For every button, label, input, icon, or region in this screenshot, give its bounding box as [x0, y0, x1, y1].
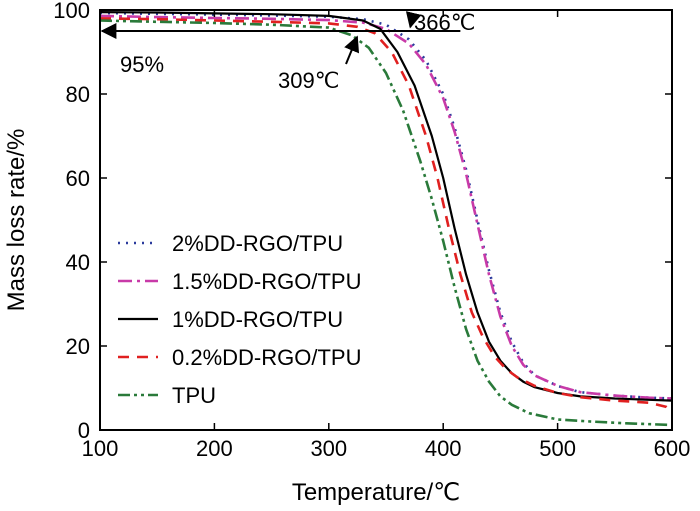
y-tick-label: 20: [66, 334, 90, 359]
x-tick-label: 500: [539, 436, 576, 461]
plot-frame: [99, 9, 673, 431]
series-line-2: [99, 11, 673, 402]
series-line-4: [99, 19, 673, 427]
y-axis-title: Mass loss rate/%: [3, 129, 30, 312]
x-tick-label: 300: [310, 436, 347, 461]
annotation-arrow-309: [344, 35, 360, 65]
series-line-3: [99, 17, 673, 413]
legend-label: 1.5%DD-RGO/TPU: [172, 269, 361, 294]
y-tick-label: 40: [66, 250, 90, 275]
x-tick-label: 200: [196, 436, 233, 461]
legend-label: TPU: [172, 383, 216, 408]
y-axis-ticks: 0 20 40 60 80 100: [53, 0, 672, 443]
annotation-366: 366℃: [414, 10, 475, 35]
series-line-1: [99, 14, 673, 400]
x-axis-ticks: 100 200 300 400 500 600: [82, 10, 691, 461]
x-tick-label: 100: [82, 436, 119, 461]
y-tick-label: 0: [78, 418, 90, 443]
x-tick-label: 400: [425, 436, 462, 461]
x-tick-label: 600: [654, 436, 691, 461]
annotations: 366℃ 309℃ 95%: [100, 10, 475, 93]
y-tick-label: 60: [66, 166, 90, 191]
legend-label: 1%DD-RGO/TPU: [172, 307, 343, 332]
annotation-95: 95%: [120, 52, 164, 77]
annotation-309: 309℃: [278, 68, 339, 93]
y-tick-label: 80: [66, 82, 90, 107]
legend-label: 0.2%DD-RGO/TPU: [172, 345, 361, 370]
x-axis-title: Temperature/℃: [292, 479, 460, 506]
annotation-arrow-366: [405, 11, 422, 29]
legend-label: 2%DD-RGO/TPU: [172, 231, 343, 256]
y-tick-label: 100: [53, 0, 90, 23]
legend: 2%DD-RGO/TPU 1.5%DD-RGO/TPU 1%DD-RGO/TPU 0.…: [118, 231, 361, 408]
plot-area: [99, 11, 673, 427]
